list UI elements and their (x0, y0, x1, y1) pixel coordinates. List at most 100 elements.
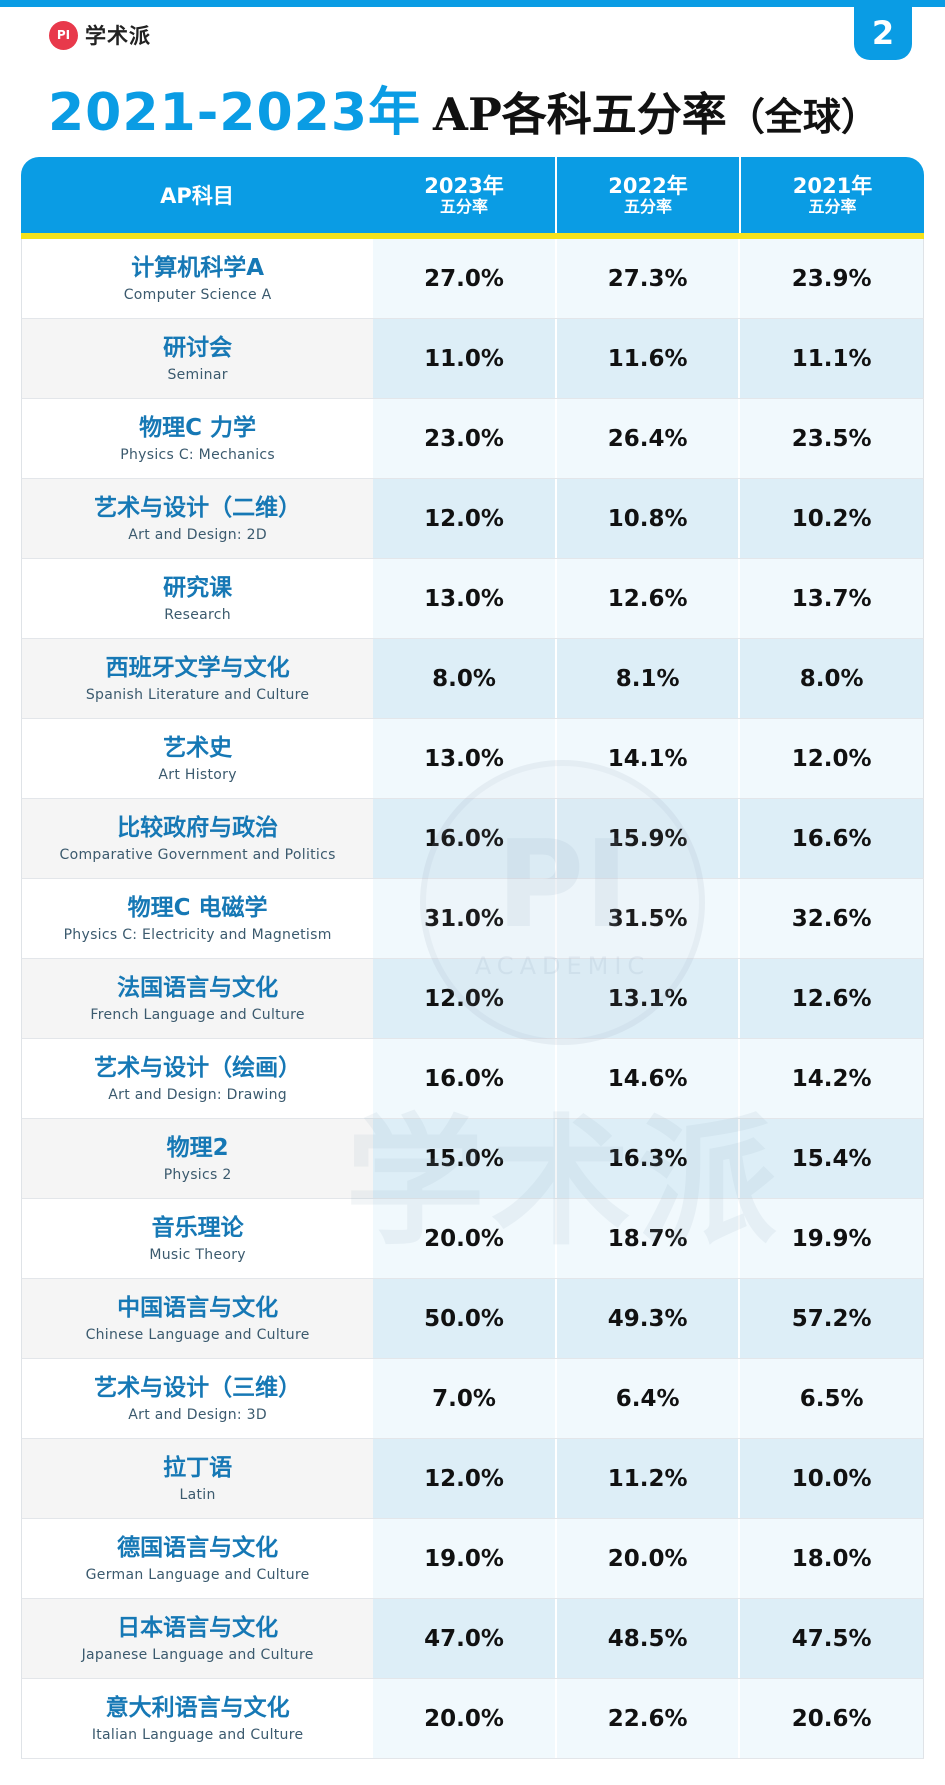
subject-name-en: Seminar (167, 366, 228, 383)
value-2023: 8.0% (373, 639, 555, 718)
value-2023: 15.0% (373, 1119, 555, 1198)
header-year: 2023年 (424, 173, 504, 198)
value-2023: 50.0% (373, 1279, 555, 1358)
subject-name-en: Music Theory (149, 1246, 246, 1263)
value-2022: 8.1% (554, 639, 739, 718)
value-2021: 32.6% (738, 879, 923, 958)
subject-cell: 中国语言与文化 Chinese Language and Culture (22, 1279, 374, 1358)
header-2021: 2021年 五分率 (739, 157, 924, 233)
value-2021: 11.1% (738, 319, 923, 398)
header-2022: 2022年 五分率 (555, 157, 739, 233)
value-2023: 12.0% (373, 959, 555, 1038)
table-row: 音乐理论 Music Theory 20.0% 18.7% 19.9% (21, 1199, 924, 1279)
subject-cell: 德国语言与文化 German Language and Culture (22, 1519, 374, 1598)
score-table: AP科目 2023年 五分率 2022年 五分率 2021年 五分率 计算机科学… (21, 157, 924, 1759)
value-2022: 10.8% (554, 479, 739, 558)
value-2023: 12.0% (373, 1439, 555, 1518)
value-2021: 8.0% (738, 639, 923, 718)
value-2022: 48.5% (554, 1599, 739, 1678)
value-2023: 20.0% (373, 1679, 555, 1758)
table-row: 西班牙文学与文化 Spanish Literature and Culture 8.… (21, 639, 924, 719)
subject-cell: 比较政府与政治 Comparative Government and Politi… (22, 799, 374, 878)
header-subject: AP科目 (160, 184, 234, 208)
value-2023: 12.0% (373, 479, 555, 558)
value-2022: 11.6% (554, 319, 739, 398)
value-2021: 6.5% (738, 1359, 923, 1438)
subject-name-en: Spanish Literature and Culture (85, 686, 310, 703)
subject-cell: 艺术史 Art History (22, 719, 374, 798)
subject-name-cn: 研讨会 (163, 335, 233, 362)
subject-name-cn: 艺术与设计（二维） (94, 495, 302, 522)
table-row: 日本语言与文化 Japanese Language and Culture 47.0… (21, 1599, 924, 1679)
subject-cell: 物理C 力学 Physics C: Mechanics (22, 399, 374, 478)
table-body: 计算机科学A Computer Science A 27.0% 27.3% 23.9% 研… (21, 239, 924, 1759)
subject-name-cn: 中国语言与文化 (117, 1295, 279, 1322)
subject-name-en: Italian Language and Culture (91, 1726, 304, 1743)
value-2023: 11.0% (373, 319, 555, 398)
title-main: AP各科五分率 (433, 88, 727, 141)
subject-name-cn: 拉丁语 (163, 1455, 233, 1482)
value-2023: 20.0% (373, 1199, 555, 1278)
value-2021: 23.5% (738, 399, 923, 478)
top-accent-bar (0, 0, 945, 7)
subject-name-cn: 西班牙文学与文化 (105, 655, 290, 682)
value-2021: 13.7% (738, 559, 923, 638)
value-2021: 15.4% (738, 1119, 923, 1198)
header-2023: 2023年 五分率 (373, 157, 555, 233)
subject-cell: 计算机科学A Computer Science A (22, 239, 374, 318)
page-number-badge: 2 (854, 7, 912, 60)
value-2023: 31.0% (373, 879, 555, 958)
table-row: 物理C 力学 Physics C: Mechanics 23.0% 26.4% 23.5… (21, 399, 924, 479)
table-row: 艺术与设计（二维） Art and Design: 2D 12.0% 10.8% 10.… (21, 479, 924, 559)
subject-cell: 物理2 Physics 2 (22, 1119, 374, 1198)
table-row: 艺术与设计（三维） Art and Design: 3D 7.0% 6.4% 6.5% (21, 1359, 924, 1439)
subject-name-en: Computer Science A (123, 286, 272, 303)
subject-name-cn: 研究课 (163, 575, 233, 602)
subject-name-en: Art and Design: Drawing (108, 1086, 287, 1103)
subject-cell: 意大利语言与文化 Italian Language and Culture (22, 1679, 374, 1758)
subject-name-cn: 法国语言与文化 (117, 975, 279, 1002)
value-2021: 23.9% (738, 239, 923, 318)
subject-name-cn: 意大利语言与文化 (105, 1695, 290, 1722)
subject-name-en: Chinese Language and Culture (85, 1326, 310, 1343)
value-2023: 23.0% (373, 399, 555, 478)
table-row: 物理C 电磁学 Physics C: Electricity and Magnet… (21, 879, 924, 959)
value-2023: 16.0% (373, 1039, 555, 1118)
subject-name-cn: 物理C 电磁学 (127, 895, 268, 922)
brand-name: 学术派 (85, 24, 151, 48)
subject-name-cn: 艺术与设计（绘画） (94, 1055, 302, 1082)
table-row: 研讨会 Seminar 11.0% 11.6% 11.1% (21, 319, 924, 399)
subject-cell: 法国语言与文化 French Language and Culture (22, 959, 374, 1038)
subject-name-en: Art History (158, 766, 237, 783)
subject-cell: 拉丁语 Latin (22, 1439, 374, 1518)
subject-cell: 日本语言与文化 Japanese Language and Culture (22, 1599, 374, 1678)
value-2022: 18.7% (554, 1199, 739, 1278)
subject-name-cn: 物理2 (166, 1135, 229, 1162)
subject-cell: 物理C 电磁学 Physics C: Electricity and Magnet… (22, 879, 374, 958)
subject-cell: 音乐理论 Music Theory (22, 1199, 374, 1278)
subject-name-en: Physics C: Electricity and Magnetism (63, 926, 332, 943)
subject-name-en: Physics C: Mechanics (120, 446, 275, 463)
table-row: 拉丁语 Latin 12.0% 11.2% 10.0% (21, 1439, 924, 1519)
table-row: 研究课 Research 13.0% 12.6% 13.7% (21, 559, 924, 639)
brand-header: PI 学术派 (49, 20, 151, 50)
value-2021: 12.6% (738, 959, 923, 1038)
subject-name-cn: 物理C 力学 (139, 415, 257, 442)
value-2021: 18.0% (738, 1519, 923, 1598)
table-row: 艺术史 Art History 13.0% 14.1% 12.0% (21, 719, 924, 799)
value-2022: 31.5% (554, 879, 739, 958)
subject-cell: 西班牙文学与文化 Spanish Literature and Culture (22, 639, 374, 718)
value-2021: 20.6% (738, 1679, 923, 1758)
subject-name-en: Art and Design: 3D (128, 1406, 267, 1423)
value-2022: 11.2% (554, 1439, 739, 1518)
subject-cell: 艺术与设计（二维） Art and Design: 2D (22, 479, 374, 558)
subject-name-cn: 艺术史 (163, 735, 233, 762)
value-2023: 19.0% (373, 1519, 555, 1598)
value-2022: 22.6% (554, 1679, 739, 1758)
value-2022: 26.4% (554, 399, 739, 478)
subject-name-cn: 音乐理论 (151, 1215, 244, 1242)
header-label: 五分率 (808, 196, 857, 216)
value-2023: 13.0% (373, 719, 555, 798)
value-2022: 13.1% (554, 959, 739, 1038)
subject-name-en: Physics 2 (163, 1166, 232, 1183)
